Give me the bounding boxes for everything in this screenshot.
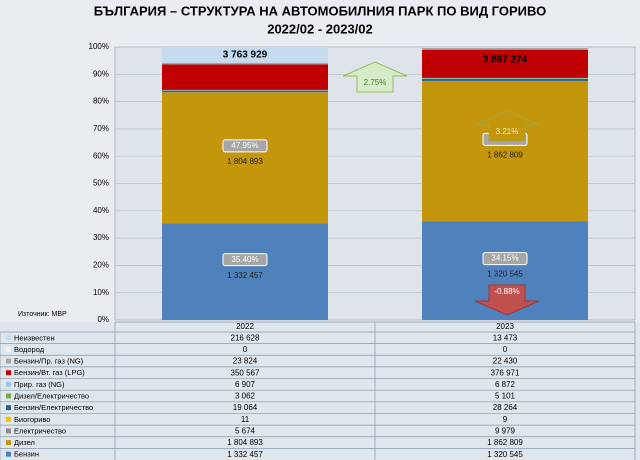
x-tick-label: 2022 [236,322,254,331]
legend-swatch [6,405,11,411]
table-value: 216 628 [231,333,260,342]
legend-label: Водород [14,345,45,354]
share-label: 35.40% [231,255,258,264]
bar-segment [422,78,588,81]
change-arrow [342,61,408,93]
bar-segment [162,47,328,63]
bar-segment [422,77,588,79]
y-tick-label: 30% [93,233,109,242]
table-value: 6 872 [495,380,516,389]
legend-swatch [6,370,11,376]
legend-label: Биогориво [14,415,50,424]
table-value: 1 320 545 [487,450,523,459]
bar-segment [162,62,328,65]
table-value: 350 567 [231,368,260,377]
legend-label: Бензин [14,450,39,459]
legend-label: Електричество [14,426,66,435]
y-tick-label: 80% [93,97,109,106]
bar-segment [422,49,588,78]
chart-title: БЪЛГАРИЯ – СТРУКТУРА НА АВТОМОБИЛНИЯ ПАР… [94,3,546,18]
legend-label: Бензин/Пр. газ (NG) [14,357,84,366]
legend-swatch [6,451,11,457]
share-label-box [222,139,268,153]
legend-swatch [6,440,11,446]
bar-segment [162,64,328,90]
value-label: 1 862 809 [487,151,523,160]
legend-swatch [6,428,11,434]
table-value: 19 064 [233,403,258,412]
bar-segment [422,81,588,222]
share-label-box [222,253,268,267]
value-label: 1 804 893 [227,157,263,166]
table-value: 376 971 [491,368,520,377]
legend-swatch [6,381,11,387]
value-label: 1 332 457 [227,271,263,280]
bar-segment [422,48,588,50]
legend-label: Неизвестен [14,333,55,342]
table-value: 1 804 893 [227,438,263,447]
legend-swatch [6,393,11,399]
table-value: 0 [503,345,508,354]
legend-label: Бензин/Вт. газ (LPG) [14,368,85,377]
bar-segment [162,92,328,224]
legend-swatch [6,335,11,341]
y-tick-label: 50% [93,179,109,188]
total-label: 3 867 274 [483,55,528,66]
table-value: 9 [503,415,508,424]
bar-segment [162,223,328,320]
table-value: 22 430 [493,357,518,366]
bar-segment [162,90,328,92]
share-label: 34.15% [491,254,518,263]
y-tick-label: 20% [93,261,109,270]
bar-segment [422,80,588,82]
legend-label: Прир. газ (NG) [14,380,65,389]
source: Източник: МВР [18,311,67,318]
legend-label: Дизел/Електричество [14,391,89,400]
share-label-box [482,252,528,266]
y-tick-label: 10% [93,288,109,297]
value-label: 1 320 545 [487,270,523,279]
table-value: 3 062 [235,392,256,401]
table-value: 5 101 [495,392,516,401]
change-label: 2.75% [364,78,387,87]
table-value: 0 [243,345,248,354]
x-tick-label: 2023 [496,322,514,331]
legend-label: Дизел [14,438,35,447]
y-tick-label: 60% [93,151,109,160]
change-label: 3.21% [496,127,519,136]
legend-label: Бензин/Електричество [14,403,93,412]
legend-swatch [6,416,11,422]
table-value: 11 [241,415,250,424]
legend-swatch [6,358,11,364]
share-label: 47.95% [231,141,258,150]
chart-subtitle: 2022/02 - 2023/02 [267,21,373,36]
table-value: 28 264 [493,403,518,412]
table-value: 13 473 [493,333,518,342]
bar-segment [162,89,328,91]
table-value: 1 332 457 [227,450,263,459]
table-bg [0,322,640,460]
table-value: 9 979 [495,427,516,436]
change-arrow [474,110,540,142]
legend-swatch [6,346,11,352]
change-label: -0.88% [494,287,519,296]
table-value: 5 674 [235,427,256,436]
total-label: 3 763 929 [223,50,268,61]
y-tick-label: 0% [97,315,109,324]
y-tick-label: 100% [89,42,109,51]
bar-segment [422,47,588,49]
table-value: 23 824 [233,357,258,366]
table-value: 1 862 809 [487,438,523,447]
y-tick-label: 70% [93,124,109,133]
change-arrow [474,284,540,316]
y-tick-label: 90% [93,69,109,78]
y-tick-label: 40% [93,206,109,215]
table-value: 6 907 [235,380,256,389]
